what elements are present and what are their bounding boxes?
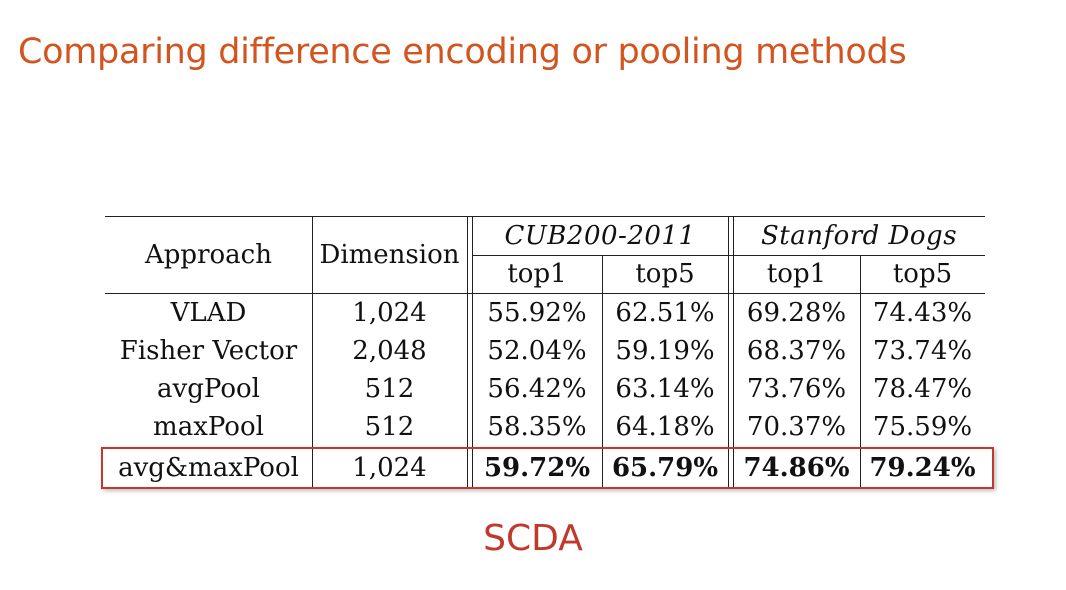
best-row-highlight <box>101 447 994 489</box>
slide-title: Comparing difference encoding or pooling… <box>18 32 907 72</box>
cell-cub-top5: 62.51% <box>615 298 715 328</box>
cell-dimension: 2,048 <box>352 336 427 366</box>
cell-dogs-top1: 70.37% <box>746 412 847 442</box>
cell-dogs-top1-best: 74.86% <box>743 453 850 483</box>
cell-dogs-top5: 74.43% <box>872 298 973 328</box>
cell-dogs-top1: 73.76% <box>746 374 847 404</box>
cell-cub-top5: 59.19% <box>615 336 715 366</box>
cell-cub-top1: 52.04% <box>487 336 587 366</box>
header-cub-top5: top5 <box>635 259 695 289</box>
header-dogs-top5: top5 <box>892 259 953 289</box>
header-dimension: Dimension <box>319 239 460 270</box>
header-rule <box>105 293 985 294</box>
cell-approach: Fisher Vector <box>119 336 298 366</box>
cell-cub-top1: 58.35% <box>487 412 587 442</box>
col-rule <box>733 216 734 488</box>
cell-dogs-top5-best: 79.24% <box>869 453 976 483</box>
cell-approach: maxPool <box>153 412 264 442</box>
cell-approach: VLAD <box>170 298 247 328</box>
table-top-rule <box>105 216 985 217</box>
col-rule <box>602 255 603 488</box>
col-rule <box>467 216 468 488</box>
cell-dogs-top1: 69.28% <box>746 298 847 328</box>
cell-dimension: 1,024 <box>352 298 427 328</box>
results-table: Approach Dimension CUB200-2011 Stanford … <box>105 216 985 488</box>
header-dataset-cub: CUB200-2011 <box>504 220 696 251</box>
cell-approach: avg&maxPool <box>118 453 299 483</box>
cell-cub-top5: 63.14% <box>615 374 715 404</box>
cell-approach: avgPool <box>157 374 260 404</box>
caption: SCDA <box>483 518 583 559</box>
col-rule <box>472 216 473 488</box>
cell-dimension: 512 <box>364 412 415 442</box>
cell-dimension: 1,024 <box>352 453 427 483</box>
cell-cub-top1: 56.42% <box>487 374 587 404</box>
cell-cub-top5-best: 65.79% <box>611 453 719 483</box>
cell-dogs-top5: 73.74% <box>872 336 973 366</box>
cell-dogs-top5: 75.59% <box>872 412 973 442</box>
header-cub-top1: top1 <box>507 259 567 289</box>
cell-cub-top1: 55.92% <box>487 298 587 328</box>
col-rule <box>860 255 861 488</box>
cell-dogs-top1: 68.37% <box>746 336 847 366</box>
col-rule <box>312 216 313 488</box>
cell-dogs-top5: 78.47% <box>872 374 973 404</box>
cell-cub-top5: 64.18% <box>615 412 715 442</box>
cell-cub-top1-best: 59.72% <box>483 453 591 483</box>
header-dogs-top1: top1 <box>766 259 827 289</box>
header-dataset-dogs: Stanford Dogs <box>760 220 958 251</box>
col-rule <box>728 216 729 488</box>
header-approach: Approach <box>145 239 272 270</box>
cell-dimension: 512 <box>364 374 415 404</box>
